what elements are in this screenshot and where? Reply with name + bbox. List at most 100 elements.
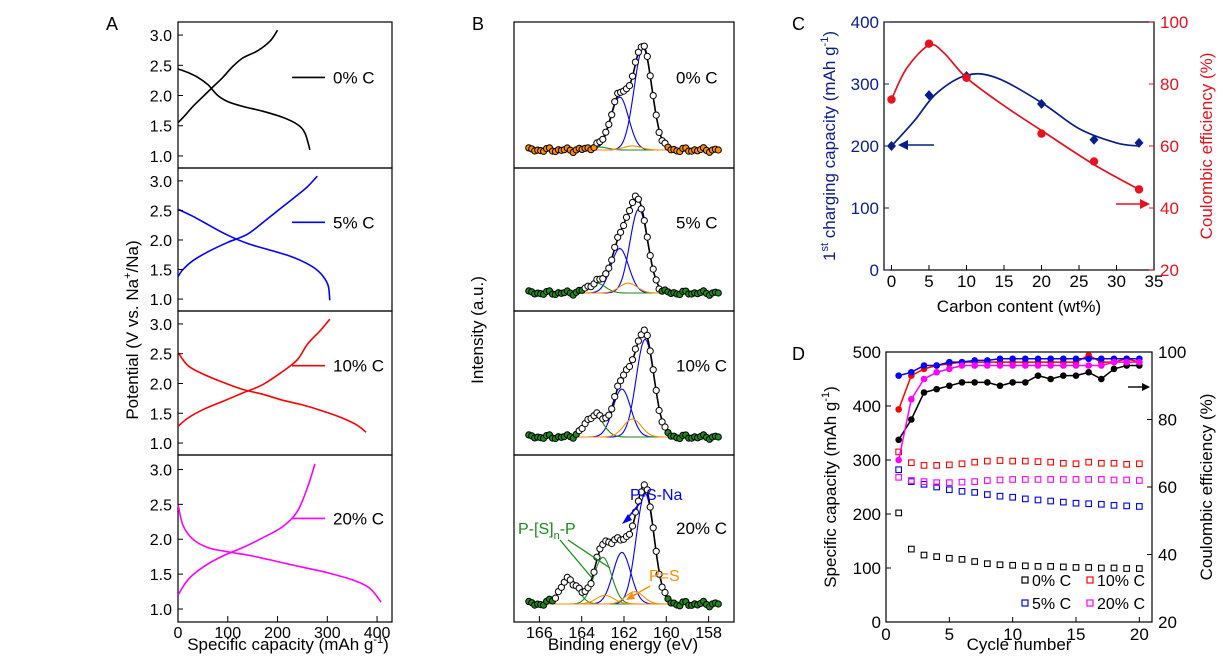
legend-label: 10% C [333,357,384,376]
capacity-point [971,458,979,466]
capacity-point [1059,563,1067,571]
y-tick-label: 2.5 [150,58,172,75]
y-tick-label: 3.0 [150,174,172,191]
capacity-point [895,448,903,456]
spectrum-point [714,289,722,297]
panel-c-frame [883,21,1155,271]
capacity-point [1135,503,1143,510]
panel-c-x-label: Carbon content (wt%) [937,297,1101,316]
spectrum-point [625,82,634,90]
efficiency-point [946,382,953,390]
panel-d-label: D [792,344,805,364]
capacity-point [924,90,934,101]
capacity-point [1085,458,1093,466]
panel-b-ticks: 166 164 162 160 158 [526,616,722,642]
y-tick-label: 500 [853,343,881,362]
x-tick-label: 200 [264,625,291,642]
subplot-label: 20% C [676,519,727,538]
capacity-point [933,462,941,469]
y2-tick-label: 40 [1160,199,1179,218]
y-tick-label: 300 [853,451,881,470]
capacity-point [933,479,941,487]
capacity-point [1047,458,1055,466]
efficiency-point [933,362,940,369]
capacity-point [1034,563,1042,570]
spectrum-point [658,583,666,591]
efficiency-point [1089,157,1099,166]
efficiency-point [1022,379,1029,386]
x-tick-label: 20 [1032,272,1051,291]
y-tick-label: 2.0 [150,89,172,106]
spectrum-point [714,433,722,441]
capacity-point [907,545,915,553]
capacity-point [1110,476,1118,484]
capacity-point [1047,563,1055,570]
capacity-fit-curve [890,72,1140,147]
efficiency-point [1009,379,1016,386]
discharge-curve [177,68,311,151]
spectrum-point [608,256,616,264]
efficiency-point [946,358,953,366]
capacity-point [1047,476,1055,483]
capacity-point [945,461,953,469]
capacity-point [895,466,903,474]
x-tick-label: 160 [653,625,680,642]
capacity-point [996,561,1004,569]
component-peak [526,492,720,605]
capacity-point [983,491,991,498]
panel-c-y-label: 1st charging capacity (mAh g-1) [819,31,839,261]
panel-c-ticks: 0 5 10 15 20 25 30 35 0 100 200 300 400 20 40 60 80 100 [851,13,1189,291]
spectrum-point [625,362,634,371]
x-tick-label: 100 [214,625,241,642]
spectrum-point [655,406,663,415]
y-tick-label: 2.0 [150,532,172,549]
spectrum-point [649,92,657,100]
y2-tick-label: 100 [1158,343,1186,362]
capacity-point [1134,137,1144,148]
panel-a-frames [177,21,393,623]
spectrum-point [655,570,663,578]
spectrum-point [599,135,607,143]
efficiency-point [1085,355,1092,363]
efficiency-point [1060,362,1067,369]
efficiency-point [1098,362,1105,369]
efficiency-point [1085,362,1092,369]
fit-envelope [526,328,720,438]
spectrum-point [587,580,595,588]
efficiency-point [1022,362,1029,369]
y-tick-label: 2.5 [150,203,172,220]
charge-curve [177,463,316,596]
charge-curve [177,29,279,124]
annotation-psna: P-S-Na [630,487,683,504]
spectrum-point [646,252,654,260]
y2-tick-label: 20 [1160,261,1179,280]
efficiency-point [895,406,902,413]
y2-tick-label: 20 [1158,613,1177,632]
efficiency-point [971,362,978,369]
capacity-point [1059,476,1067,483]
x-tick-label: 400 [364,625,391,642]
capacity-point [1009,493,1017,501]
y-tick-label: 300 [851,75,879,94]
y-tick-label: 1.5 [150,263,172,280]
spectrum-point [646,503,654,511]
spectrum-point [646,72,654,80]
annotation-ps: P=S [649,568,680,585]
capacity-point [1097,564,1105,572]
efficiency-point [971,357,978,364]
panel-b-y-label: Intensity (a.u.) [468,276,487,384]
efficiency-point [1134,185,1144,194]
panel-d-x-label: Cycle number [967,635,1072,654]
y-tick-label: 1.0 [150,292,172,309]
spectrum-point [661,423,669,431]
efficiency-point [996,355,1004,363]
efficiency-point [1034,372,1042,379]
spectrum-point [620,221,628,230]
legend-marker [1021,576,1029,584]
y2-tick-label: 80 [1158,411,1177,430]
spectrum-point [643,233,651,241]
fit-envelope [526,196,720,294]
capacity-point [1021,457,1029,465]
capacity-point [920,462,928,469]
efficiency-point [1034,362,1042,369]
